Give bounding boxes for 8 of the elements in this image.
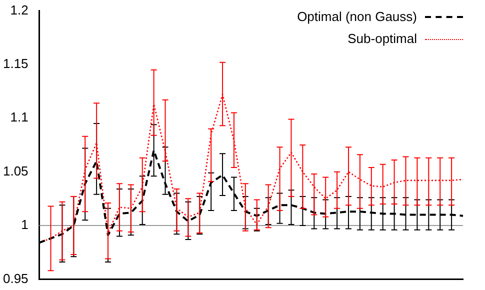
y-tick-label: 1.2 (10, 2, 28, 18)
legend-label: Sub-optimal (348, 30, 417, 48)
y-tick-label: 1.15 (2, 56, 28, 72)
y-tick-label: 1.1 (10, 110, 28, 125)
y-tick-label: 1.05 (2, 163, 28, 178)
y-tick-label: 0.95 (2, 270, 28, 286)
legend-label: Optimal (non Gauss) (297, 8, 417, 26)
y-tick-label: 1 (21, 217, 28, 232)
